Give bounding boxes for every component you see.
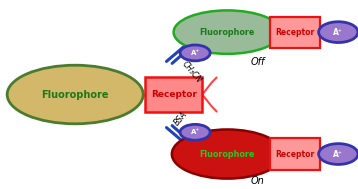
Text: CH₃CN: CH₃CN bbox=[180, 59, 203, 84]
Text: Off: Off bbox=[251, 57, 265, 67]
FancyBboxPatch shape bbox=[145, 77, 202, 112]
Circle shape bbox=[180, 124, 210, 140]
FancyBboxPatch shape bbox=[270, 138, 320, 170]
Text: BSA: BSA bbox=[173, 109, 189, 127]
Text: Receptor: Receptor bbox=[276, 28, 315, 37]
FancyBboxPatch shape bbox=[270, 17, 320, 48]
Ellipse shape bbox=[7, 65, 143, 124]
Ellipse shape bbox=[174, 10, 281, 54]
Text: Receptor: Receptor bbox=[276, 149, 315, 159]
Text: Fluorophore: Fluorophore bbox=[42, 90, 109, 99]
Text: Fluorophore: Fluorophore bbox=[200, 149, 255, 159]
Text: A⁺: A⁺ bbox=[190, 129, 200, 135]
Text: A⁺: A⁺ bbox=[333, 149, 343, 159]
Circle shape bbox=[180, 45, 210, 61]
Text: On: On bbox=[251, 177, 265, 186]
Text: Fluorophore: Fluorophore bbox=[200, 28, 255, 37]
Ellipse shape bbox=[172, 129, 283, 179]
Circle shape bbox=[319, 144, 358, 164]
Circle shape bbox=[319, 22, 358, 43]
Text: Receptor: Receptor bbox=[151, 90, 197, 99]
Text: A⁺: A⁺ bbox=[190, 50, 200, 56]
Text: A⁺: A⁺ bbox=[333, 28, 343, 37]
